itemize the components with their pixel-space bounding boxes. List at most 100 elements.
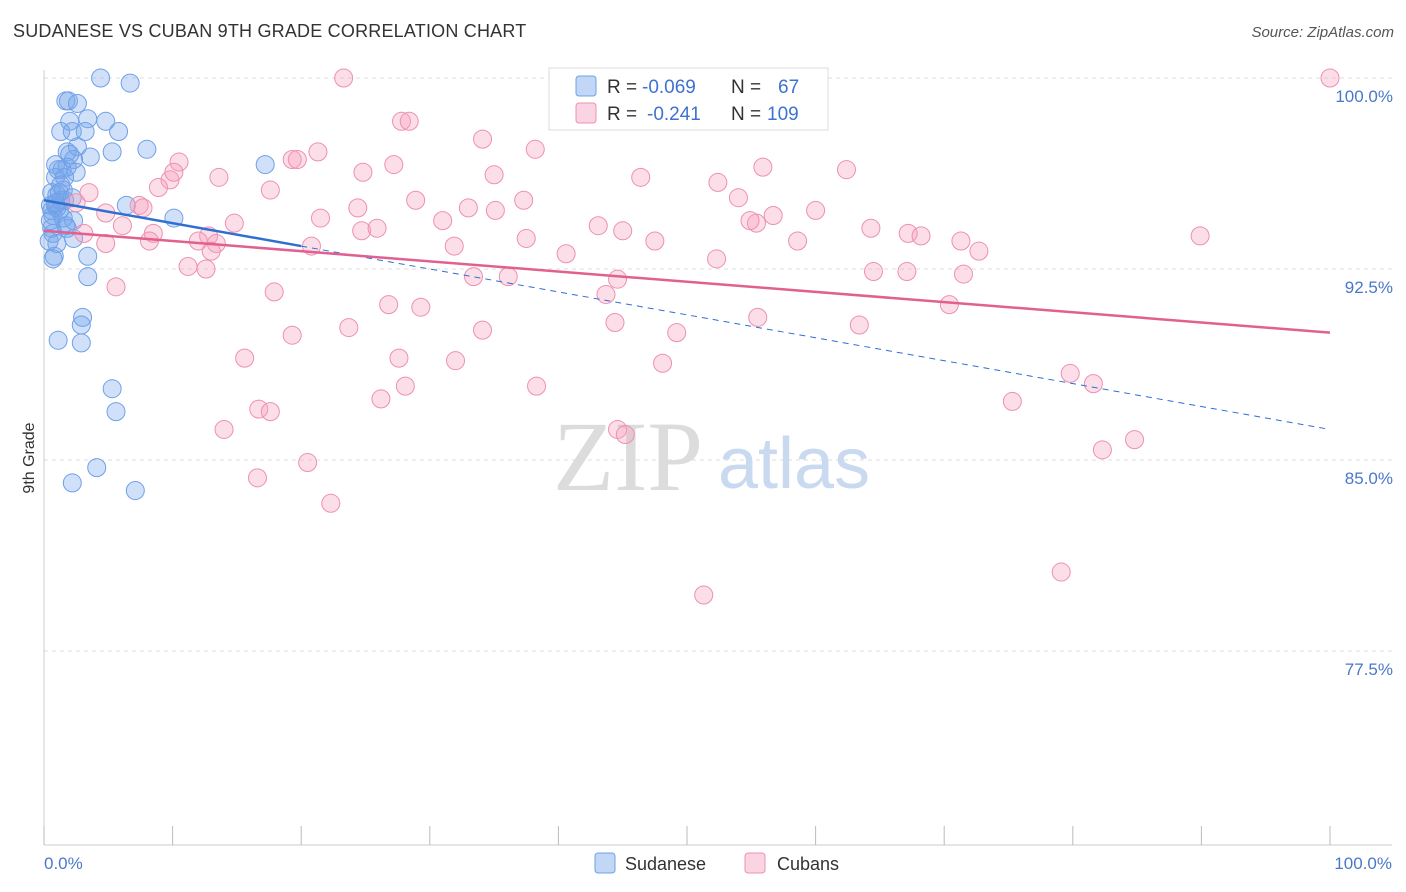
- point-cubans: [334, 68, 354, 88]
- bottom-legend-label-cubans: Cubans: [777, 854, 839, 874]
- point-sudanese: [106, 402, 126, 422]
- trend-line-cubans: [43, 229, 1331, 334]
- point-cubans: [148, 178, 168, 198]
- legend-r-label-sudanese: R =: [607, 77, 637, 98]
- point-cubans: [514, 190, 534, 210]
- point-cubans: [861, 218, 881, 238]
- point-cubans: [763, 206, 783, 226]
- bottom-legend-swatch-sudanese: [594, 852, 616, 874]
- point-cubans: [911, 226, 931, 246]
- legend-n-value-cubans: 109: [767, 104, 799, 125]
- point-cubans: [613, 221, 633, 241]
- point-cubans: [298, 453, 318, 473]
- point-sudanese: [137, 139, 157, 159]
- point-sudanese: [80, 147, 100, 167]
- y-tick-label: 77.5%: [1345, 660, 1393, 679]
- point-cubans: [939, 295, 959, 315]
- point-cubans: [473, 320, 493, 340]
- point-cubans: [384, 155, 404, 175]
- point-cubans: [379, 295, 399, 315]
- point-cubans: [728, 188, 748, 208]
- point-cubans: [527, 376, 547, 396]
- point-sudanese: [62, 473, 82, 493]
- point-cubans: [310, 208, 330, 228]
- point-cubans: [260, 180, 280, 200]
- point-cubans: [806, 200, 826, 220]
- point-cubans: [1060, 363, 1080, 383]
- x-tick-label-max: 100.0%: [1334, 854, 1392, 873]
- point-sudanese: [78, 267, 98, 287]
- point-sudanese: [75, 121, 95, 141]
- point-sudanese: [120, 73, 140, 93]
- point-cubans: [224, 213, 244, 233]
- legend-swatch-cubans: [575, 102, 597, 124]
- point-cubans: [694, 585, 714, 605]
- point-sudanese: [78, 109, 98, 129]
- point-cubans: [389, 348, 409, 368]
- watermark-zip: ZIP: [553, 401, 703, 512]
- point-cubans: [201, 241, 221, 261]
- point-sudanese: [102, 379, 122, 399]
- point-cubans: [260, 402, 280, 422]
- point-cubans: [321, 493, 341, 513]
- point-cubans: [473, 129, 493, 149]
- point-cubans: [139, 231, 159, 251]
- point-cubans: [371, 389, 391, 409]
- stats-legend: R = -0.069 N = 67 R = -0.241 N = 109: [548, 67, 829, 131]
- point-sudanese: [48, 330, 68, 350]
- point-cubans: [1092, 440, 1112, 460]
- point-sudanese: [57, 142, 77, 162]
- point-sudanese: [67, 137, 87, 157]
- point-cubans: [525, 139, 545, 159]
- point-cubans: [1125, 430, 1145, 450]
- point-cubans: [748, 307, 768, 327]
- point-cubans: [214, 419, 234, 439]
- point-cubans: [953, 264, 973, 284]
- point-cubans: [196, 259, 216, 279]
- point-cubans: [133, 198, 153, 218]
- y-tick-label: 100.0%: [1335, 87, 1393, 106]
- point-sudanese: [47, 234, 67, 254]
- point-cubans: [708, 172, 728, 192]
- point-cubans: [605, 312, 625, 332]
- bottom-legend-label-sudanese: Sudanese: [625, 854, 706, 874]
- series-legend: Sudanese Cubans: [594, 852, 839, 874]
- legend-swatch-sudanese: [575, 75, 597, 97]
- trend-lines: [43, 199, 1331, 430]
- point-cubans: [788, 231, 808, 251]
- y-tick-label: 92.5%: [1345, 278, 1393, 297]
- point-cubans: [1083, 374, 1103, 394]
- legend-r-value-cubans: -0.241: [647, 104, 701, 125]
- point-sudanese: [91, 68, 111, 88]
- point-cubans: [282, 149, 302, 169]
- point-sudanese: [40, 211, 60, 231]
- point-cubans: [1190, 226, 1210, 246]
- point-cubans: [112, 216, 132, 236]
- point-cubans: [667, 323, 687, 343]
- point-cubans: [1002, 391, 1022, 411]
- point-sudanese: [56, 216, 76, 236]
- point-sudanese: [71, 315, 91, 335]
- point-sudanese: [67, 93, 87, 113]
- point-cubans: [863, 262, 883, 282]
- point-cubans: [164, 162, 184, 182]
- legend-n-label-sudanese: N =: [731, 77, 761, 98]
- point-sudanese: [109, 121, 129, 141]
- point-cubans: [951, 231, 971, 251]
- point-cubans: [458, 198, 478, 218]
- point-cubans: [249, 399, 269, 419]
- point-cubans: [348, 198, 368, 218]
- point-cubans: [836, 160, 856, 180]
- legend-n-label-cubans: N =: [731, 104, 761, 125]
- point-sudanese: [78, 246, 98, 266]
- point-sudanese: [255, 155, 275, 175]
- trend-line-sudanese: [43, 199, 302, 248]
- legend-r-value-sudanese: -0.069: [642, 77, 696, 98]
- bottom-legend-swatch-cubans: [744, 852, 766, 874]
- chart-title: SUDANESE VS CUBAN 9TH GRADE CORRELATION …: [13, 21, 527, 41]
- point-cubans: [287, 149, 307, 169]
- point-cubans: [464, 267, 484, 287]
- x-tick-label-min: 0.0%: [44, 854, 83, 873]
- point-cubans: [588, 216, 608, 236]
